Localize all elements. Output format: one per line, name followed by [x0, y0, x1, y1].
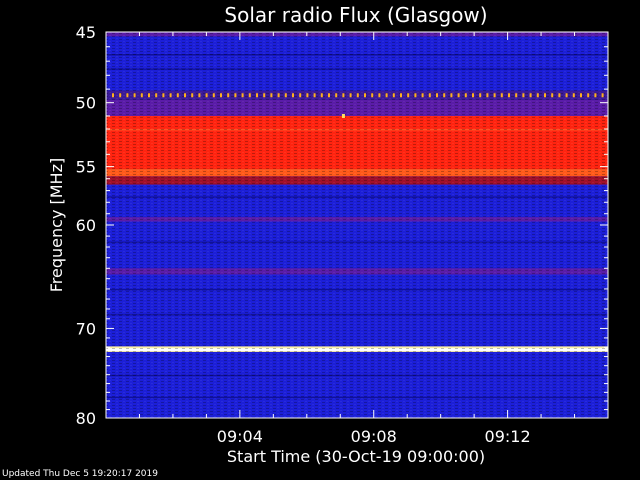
dot-mark-64 [572, 93, 575, 98]
dot-mark-2 [126, 93, 129, 98]
dot-mark-48 [457, 93, 460, 98]
dot-mark-20 [256, 93, 258, 98]
dot-mark-52 [486, 93, 489, 98]
dot-mark-49 [464, 93, 467, 98]
x-axis-label: Start Time (30-Oct-19 09:00:00) [227, 447, 485, 466]
dot-mark-22 [270, 93, 273, 98]
dot-mark-50 [472, 93, 474, 98]
dot-mark-61 [551, 93, 554, 98]
dot-mark-36 [371, 93, 374, 98]
dot-mark-39 [392, 93, 395, 98]
y-tick-label: 60 [76, 216, 96, 235]
dot-mark-33 [349, 93, 352, 98]
dot-mark-62 [558, 93, 561, 98]
dot-mark-18 [241, 93, 244, 98]
dot-mark-68 [601, 93, 604, 98]
dot-mark-34 [356, 93, 359, 98]
dot-mark-6 [155, 93, 158, 98]
dot-mark-60 [544, 93, 546, 98]
dot-mark-43 [421, 93, 424, 98]
dot-mark-5 [148, 93, 150, 98]
dot-mark-13 [205, 93, 208, 98]
dot-mark-3 [133, 93, 136, 98]
x-axis-ticks: 09:04 09:08 09:12 [138, 32, 576, 446]
dot-mark-42 [414, 93, 417, 98]
dot-mark-10 [184, 93, 186, 98]
dot-mark-4 [140, 93, 143, 98]
dot-mark-66 [587, 93, 590, 98]
dot-mark-11 [191, 93, 194, 98]
dot-mark-40 [400, 93, 402, 98]
dot-mark-12 [198, 93, 201, 98]
dot-mark-14 [212, 93, 215, 98]
y-axis-label: Frequency [MHz] [47, 158, 66, 292]
dot-mark-51 [479, 93, 482, 98]
updated-timestamp: Updated Thu Dec 5 19:20:17 2019 [2, 469, 158, 479]
y-tick-label: 70 [76, 319, 96, 338]
dot-mark-46 [443, 93, 446, 98]
dot-mark-57 [522, 93, 525, 98]
dot-mark-26 [299, 93, 302, 98]
dot-mark-21 [263, 93, 266, 98]
dot-mark-17 [234, 93, 237, 98]
y-tick-label: 80 [76, 409, 96, 428]
dot-mark-16 [227, 93, 230, 98]
x-tick-label: 09:04 [217, 427, 263, 446]
chart-title: Solar radio Flux (Glasgow) [224, 3, 487, 27]
dot-mark-38 [385, 93, 388, 98]
spectrogram-noise-overlay [106, 32, 608, 418]
dot-mark-35 [364, 93, 366, 98]
x-tick-label: 09:12 [485, 427, 531, 446]
dot-mark-41 [407, 93, 410, 98]
y-axis-ticks: 45 50 55 60 70 80 [76, 23, 608, 428]
dot-mark-47 [450, 93, 453, 98]
dot-mark-65 [580, 93, 582, 98]
dot-mark-53 [493, 93, 496, 98]
dot-mark-54 [500, 93, 503, 98]
dot-mark-56 [515, 93, 518, 98]
dot-mark-29 [320, 93, 323, 98]
y-tick-label: 45 [76, 23, 96, 42]
dot-mark-31 [335, 93, 338, 98]
dot-mark-44 [428, 93, 431, 98]
dot-mark-55 [508, 93, 510, 98]
dot-mark-45 [436, 93, 438, 98]
dot-mark-58 [529, 93, 532, 98]
y-tick-label: 50 [76, 94, 96, 113]
dot-mark-63 [565, 93, 568, 98]
dot-mark-30 [328, 93, 330, 98]
dot-mark-37 [378, 93, 381, 98]
dot-mark-1 [119, 93, 122, 98]
dot-mark-15 [220, 93, 222, 98]
y-tick-label: 55 [76, 158, 96, 177]
dot-mark-23 [277, 93, 280, 98]
dot-mark-19 [248, 93, 251, 98]
dot-mark-9 [176, 93, 179, 98]
dot-mark-28 [313, 93, 316, 98]
x-tick-label: 09:08 [351, 427, 397, 446]
dot-mark-25 [292, 93, 294, 98]
dot-mark-8 [169, 93, 172, 98]
spectrogram-burst-markers [112, 93, 604, 118]
dot-mark-7 [162, 93, 165, 98]
dot-mark-24 [284, 93, 287, 98]
dot-mark-67 [594, 93, 597, 98]
dot-mark-32 [342, 93, 345, 98]
dot-mark-0 [112, 93, 114, 98]
burst-point [341, 113, 345, 118]
dot-mark-59 [536, 93, 539, 98]
dot-mark-27 [306, 93, 309, 98]
